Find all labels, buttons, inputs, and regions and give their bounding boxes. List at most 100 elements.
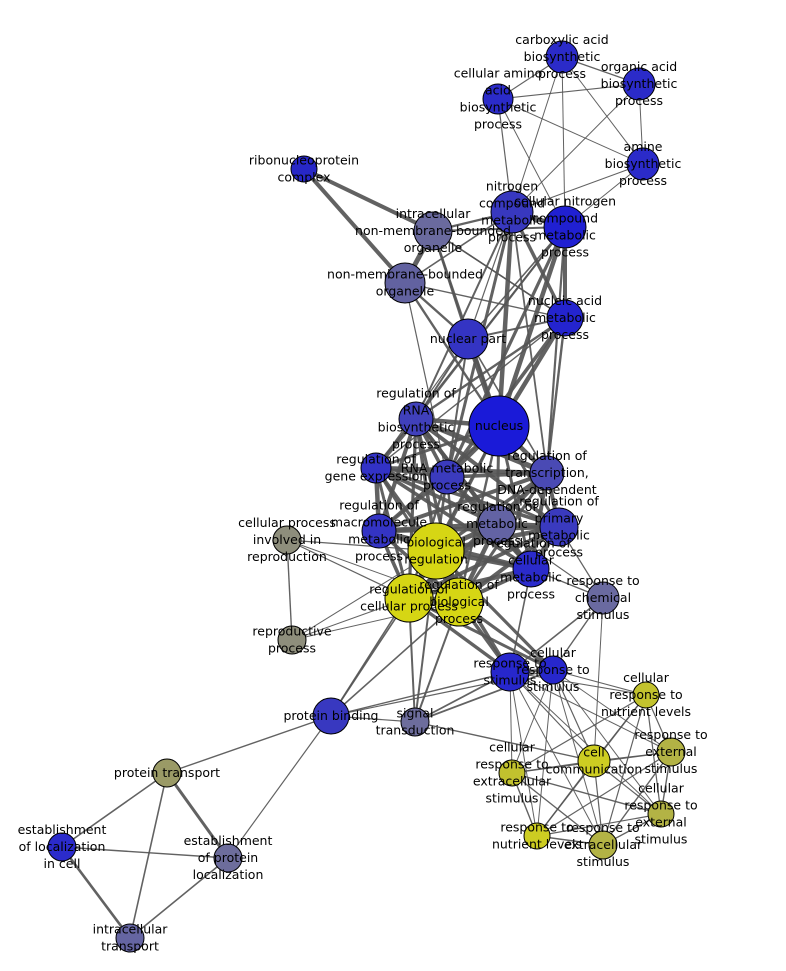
graph-edge [552, 669, 595, 762]
graph-node[interactable]: regulation of RNA biosynthetic process [398, 401, 434, 437]
node-label: cellular amino acid biosynthetic process [454, 65, 543, 131]
graph-edge [227, 715, 332, 859]
graph-node[interactable]: carboxylic acid biosynthetic process [545, 40, 579, 74]
graph-edge [561, 56, 644, 165]
graph-node[interactable]: cellular response to external stimulus [647, 800, 675, 828]
graph-node[interactable]: regulation of biological process [434, 577, 484, 627]
graph-node[interactable]: regulation of metabolic process [477, 504, 517, 544]
node-label: regulation of RNA biosynthetic process [376, 385, 456, 451]
graph-edge [61, 772, 168, 848]
graph-edge [166, 715, 332, 774]
graph-edge [511, 163, 644, 213]
node-label: nuclear part [430, 331, 506, 346]
node-label: response to stimulus [473, 655, 546, 687]
node-label: nucleus [475, 418, 523, 433]
graph-node[interactable]: RNA metabolic process [429, 459, 465, 495]
graph-node[interactable]: regulation of cellular process [384, 573, 434, 623]
graph-node[interactable]: establishment of localization in cell [47, 832, 77, 862]
node-label: cellular response to nutrient levels [601, 670, 691, 719]
graph-node[interactable]: nitrogen compound metabolic process [490, 190, 534, 234]
graph-edge [303, 167, 434, 233]
node-label: cellular process involved in reproduction [238, 515, 336, 564]
graph-node[interactable]: cellular response to extracellular stimu… [498, 759, 526, 787]
node-label: establishment of protein localization [184, 833, 273, 882]
graph-edge [496, 211, 515, 427]
node-label: cellular nitrogen compound metabolic proces… [514, 193, 616, 259]
node-label: carboxylic acid biosynthetic process [515, 32, 608, 81]
graph-node[interactable]: regulation of macromolecule metabolic pr… [361, 513, 397, 549]
node-label: regulation of macromolecule metabolic proce… [331, 497, 427, 563]
node-label: response to external stimulus [634, 727, 707, 776]
graph-edge [511, 56, 563, 213]
node-label: amine biosynthetic process [605, 139, 682, 188]
node-label: cell communication [546, 744, 643, 776]
graph-node[interactable]: response to nutrient levels [523, 822, 551, 850]
graph-edge [509, 671, 538, 837]
graph-node[interactable]: regulation of transcription, DNA-depende… [529, 455, 565, 491]
graph-node[interactable]: regulation of gene expression [360, 452, 392, 484]
graph-edge [545, 226, 567, 474]
graph-node[interactable]: cellular process involved in reproductio… [272, 525, 302, 555]
graph-edge [536, 813, 662, 837]
graph-node[interactable]: cellular nitrogen compound metabolic pro… [543, 205, 587, 249]
graph-edge [445, 226, 567, 478]
graph-node[interactable]: non-membrane-bounded organelle [384, 262, 426, 304]
graph-edge [496, 523, 604, 599]
graph-edge [414, 550, 437, 723]
graph-edge [375, 466, 498, 526]
graph-edge [408, 525, 560, 600]
graph-edge [497, 98, 566, 228]
graph-node[interactable]: protein binding [312, 697, 350, 735]
node-label: cellular response to external stimulus [624, 780, 697, 846]
node-label: protein transport [114, 765, 220, 780]
graph-node[interactable]: intracellular transport [115, 923, 145, 953]
graph-node[interactable]: intracellular non-membrane-bounded organ… [413, 211, 453, 251]
graph-node[interactable]: nuclear part [447, 318, 489, 360]
graph-node[interactable]: cellular amino acid biosynthetic process [482, 83, 514, 115]
labels-layer: carboxylic acid biosynthetic process organi… [18, 32, 708, 954]
graph-edge [511, 694, 647, 774]
graph-node[interactable]: signal transduction [400, 707, 430, 737]
graph-node[interactable]: nucleic acid metabolic process [546, 299, 584, 337]
graph-edge [536, 751, 672, 837]
node-label: regulation of cellular metabolic process [491, 535, 571, 601]
graph-node[interactable]: biological regulation [407, 522, 465, 580]
graph-edge [511, 772, 604, 846]
node-label: establishment of localization in cell [18, 822, 107, 871]
graph-node[interactable]: protein transport [152, 758, 182, 788]
graph-node[interactable]: regulation of primary metabolic process [539, 507, 579, 547]
graph-node[interactable]: cellular response to nutrient levels [632, 681, 660, 709]
node-label: regulation of cellular process [360, 581, 458, 613]
node-label: regulation of biological process [419, 577, 499, 626]
graph-edge [511, 669, 554, 774]
graph-edge [415, 211, 513, 420]
graph-node[interactable]: cellular response to stimulus [538, 655, 568, 685]
graph-edge [509, 671, 595, 762]
graph-edge [552, 669, 647, 696]
graph-edge [497, 98, 644, 165]
graph-edge [432, 230, 566, 319]
node-label: regulation of transcription, DNA-dependent [497, 448, 596, 497]
graph-node[interactable]: establishment of protein localization [213, 843, 243, 873]
node-label: intracellular non-membrane-bounded organel… [355, 206, 511, 255]
graph-node[interactable]: response to external stimulus [656, 737, 686, 767]
graph-edge [60, 846, 132, 939]
graph-edge [129, 772, 168, 939]
graph-node[interactable]: regulation of cellular metabolic process [512, 550, 550, 588]
nodes-layer[interactable]: carboxylic acid biosynthetic process orga… [47, 40, 686, 953]
node-label: signal transduction [376, 705, 455, 737]
graph-edge [511, 83, 640, 213]
graph-node[interactable]: ribonucleoprotein complex [290, 155, 318, 183]
graph-node[interactable]: organic acid biosynthetic process [622, 67, 656, 101]
node-label: regulation of gene expression [325, 451, 428, 483]
graph-node[interactable]: nucleus [468, 395, 530, 457]
graph-node[interactable]: response to chemical stimulus [586, 581, 620, 615]
graph-node[interactable]: cell communication [577, 744, 611, 778]
graph-node[interactable]: amine biosynthetic process [626, 147, 660, 181]
graph-node[interactable]: response to stimulus [490, 652, 530, 692]
graph-node[interactable]: response to extracellular stimulus [588, 830, 618, 860]
graph-node[interactable]: reproductive process [277, 625, 307, 655]
graph-edge [536, 669, 554, 837]
